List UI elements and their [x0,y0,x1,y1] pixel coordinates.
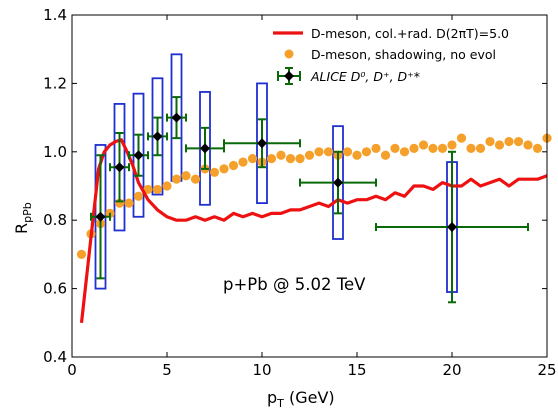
shadowing-point [323,147,334,157]
shadowing-point [314,147,324,157]
shadowing-point [152,184,163,195]
x-tick-label: 15 [347,361,366,379]
alice-point [109,131,130,203]
shadowing-point [285,154,296,164]
shadowing-point [162,181,172,191]
shadowing-point [523,140,533,150]
alice-point [299,150,377,215]
shadowing-point [494,140,505,150]
y-tick-label: 1.4 [43,6,67,24]
shadowing-point [76,249,87,259]
shadowing-point [209,167,220,177]
svg-text:RpPb: RpPb [12,202,34,234]
alice-point [90,154,111,280]
shadowing-point [456,133,467,143]
alice-point [375,150,529,304]
x-tick-label: 10 [252,361,271,379]
systematic-boxes [94,53,458,293]
annotation-text: p+Pb @ 5.02 TeV [223,275,366,294]
y-axis-label-sub: pPb [21,202,34,223]
alice-marker [257,138,267,149]
y-axis-label: RpPb [12,202,34,234]
legend-label-col-rad: D-meson, col.+rad. D(2πT)=5.0 [311,26,509,41]
alice-point [128,133,149,177]
alice-point [147,116,168,157]
shadowing-point [295,154,305,164]
shadowing-point [276,150,286,160]
legend: D-meson, col.+rad. D(2πT)=5.0 D-meson, s… [273,26,509,85]
shadowing-point [409,143,419,153]
alice-marker [114,162,125,173]
alice-marker [152,131,163,142]
alice-point [166,96,187,140]
shadowing-point [399,147,410,157]
shadowing-point [380,150,391,160]
shadowing-point [143,184,153,195]
alice-marker [171,112,182,123]
alice-series [90,96,529,304]
shadowing-point [247,154,258,164]
legend-swatch-shadowing [284,49,294,59]
y-tick-label: 1.0 [43,143,67,161]
shadowing-point [532,143,543,153]
x-axis-label-sub: T [276,397,284,409]
y-axis-label-main: R [12,223,31,234]
shadowing-point [466,143,476,153]
alice-marker [133,150,144,161]
alice-point [185,126,225,170]
shadowing-point [304,150,315,160]
legend-swatch-alice [277,67,301,85]
shadowing-point [504,136,514,147]
alice-marker [333,177,343,188]
plot-frame [71,14,548,358]
shadowing-point [447,140,457,150]
shadowing-point [171,174,182,184]
x-tick-label: 0 [67,361,77,379]
x-tick-label: 25 [537,361,556,379]
y-tick-label: 0.8 [43,211,67,229]
shadowing-point [475,143,486,153]
shadowing-point [418,140,429,150]
shadowing-point [266,154,277,164]
col-rad-series-line [79,138,548,323]
x-axis-label: pT (GeV) [267,388,335,409]
legend-label-alice: ALICE D⁰, D⁺, D⁺* [310,69,420,84]
y-tick-label: 0.6 [43,280,67,298]
legend-label-shadowing: D-meson, shadowing, no evol [311,47,496,62]
alice-marker [200,143,210,154]
shadowing-point [228,160,239,171]
shadowing-point [133,191,144,201]
alice-marker [447,222,457,233]
x-axis-label-main: p [267,388,277,407]
shadowing-point [485,136,495,147]
shadowing-point [190,174,201,184]
x-tick-label: 20 [442,361,461,379]
axis-ticks: 0 5 10 15 20 25 0.4 0.6 0.8 1.0 1.2 1.4 [43,6,556,379]
shadowing-point [390,143,400,153]
shadowing-point [181,171,191,181]
shadowing-point [238,157,248,167]
shadowing-point [342,147,353,157]
svg-text:pT (GeV): pT (GeV) [267,388,335,409]
alice-point [223,118,301,169]
shadowing-point [361,147,372,157]
x-tick-label: 5 [162,361,172,379]
shadowing-point [428,143,438,153]
shadowing-point [352,150,362,160]
y-tick-label: 1.2 [43,74,67,92]
shadowing-point [437,143,448,153]
x-axis-label-unit: (GeV) [284,388,335,407]
shadowing-point [371,143,381,153]
shadowing-point [513,136,524,147]
y-tick-label: 0.4 [43,348,67,366]
alice-marker [95,211,106,222]
shadowing-point [219,164,229,174]
shadowing-point [124,198,134,208]
